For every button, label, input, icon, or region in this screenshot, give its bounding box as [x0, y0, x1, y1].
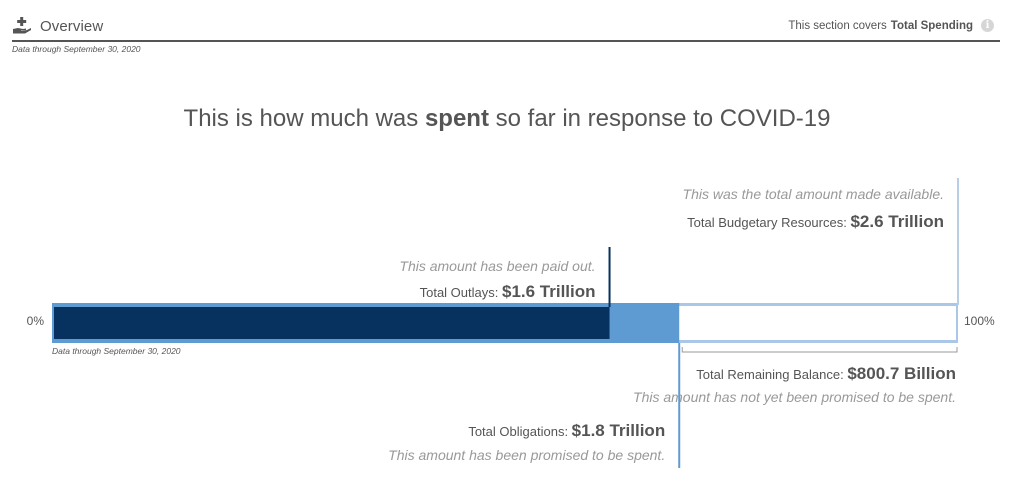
remaining-balance-bracket [681, 347, 958, 353]
outlays: Total Outlays: $1.6 Trillion [420, 282, 596, 301]
remaining-balance-value: $800.7 Billion [847, 364, 956, 383]
outlays-label: Total Outlays: [420, 285, 502, 300]
remaining-balance: Total Remaining Balance: $800.7 Billion [696, 364, 956, 383]
budgetary-resources-label: Total Budgetary Resources: [687, 215, 850, 230]
obligations: Total Obligations: $1.8 Trillion [468, 421, 665, 440]
header-left: Overview [12, 16, 103, 36]
scale-max-label: 100% [964, 314, 995, 328]
chart-headline: This is how much was spent so far in res… [0, 105, 1014, 133]
outlays-value: $1.6 Trillion [502, 282, 596, 301]
section-title: Overview [40, 17, 104, 35]
remaining-balance-note: This amount has not yet been promised to… [633, 389, 956, 405]
overview-header: Overview This section covers Total Spend… [12, 14, 1000, 42]
obligations-value: $1.8 Trillion [572, 421, 666, 440]
budgetary-resources-value: $2.6 Trillion [850, 212, 944, 231]
headline-after: so far in response to COVID-19 [495, 105, 831, 132]
header-data-through: Data through September 30, 2020 [12, 44, 141, 54]
headline-before: This is how much was [183, 105, 419, 132]
covers-prefix: This section covers [788, 19, 887, 32]
outlays-note: This amount has been paid out. [399, 258, 595, 274]
budgetary-resources: Total Budgetary Resources: $2.6 Trillion [687, 212, 944, 231]
outlays-bar [54, 307, 610, 339]
section-covers: This section covers Total Spending i [788, 19, 994, 32]
headline-bold: spent [424, 105, 489, 132]
obligations-label: Total Obligations: [468, 424, 571, 439]
scale-min-label: 0% [27, 314, 45, 328]
chart-data-through: Data through September 30, 2020 [52, 346, 181, 356]
budgetary-resources-note: This was the total amount made available… [683, 186, 944, 202]
info-icon[interactable]: i [981, 19, 994, 32]
remaining-balance-label: Total Remaining Balance: [696, 367, 847, 382]
covers-value: Total Spending [890, 19, 973, 32]
hand-plus-icon [13, 17, 31, 34]
obligations-note: This amount has been promised to be spen… [388, 447, 665, 463]
